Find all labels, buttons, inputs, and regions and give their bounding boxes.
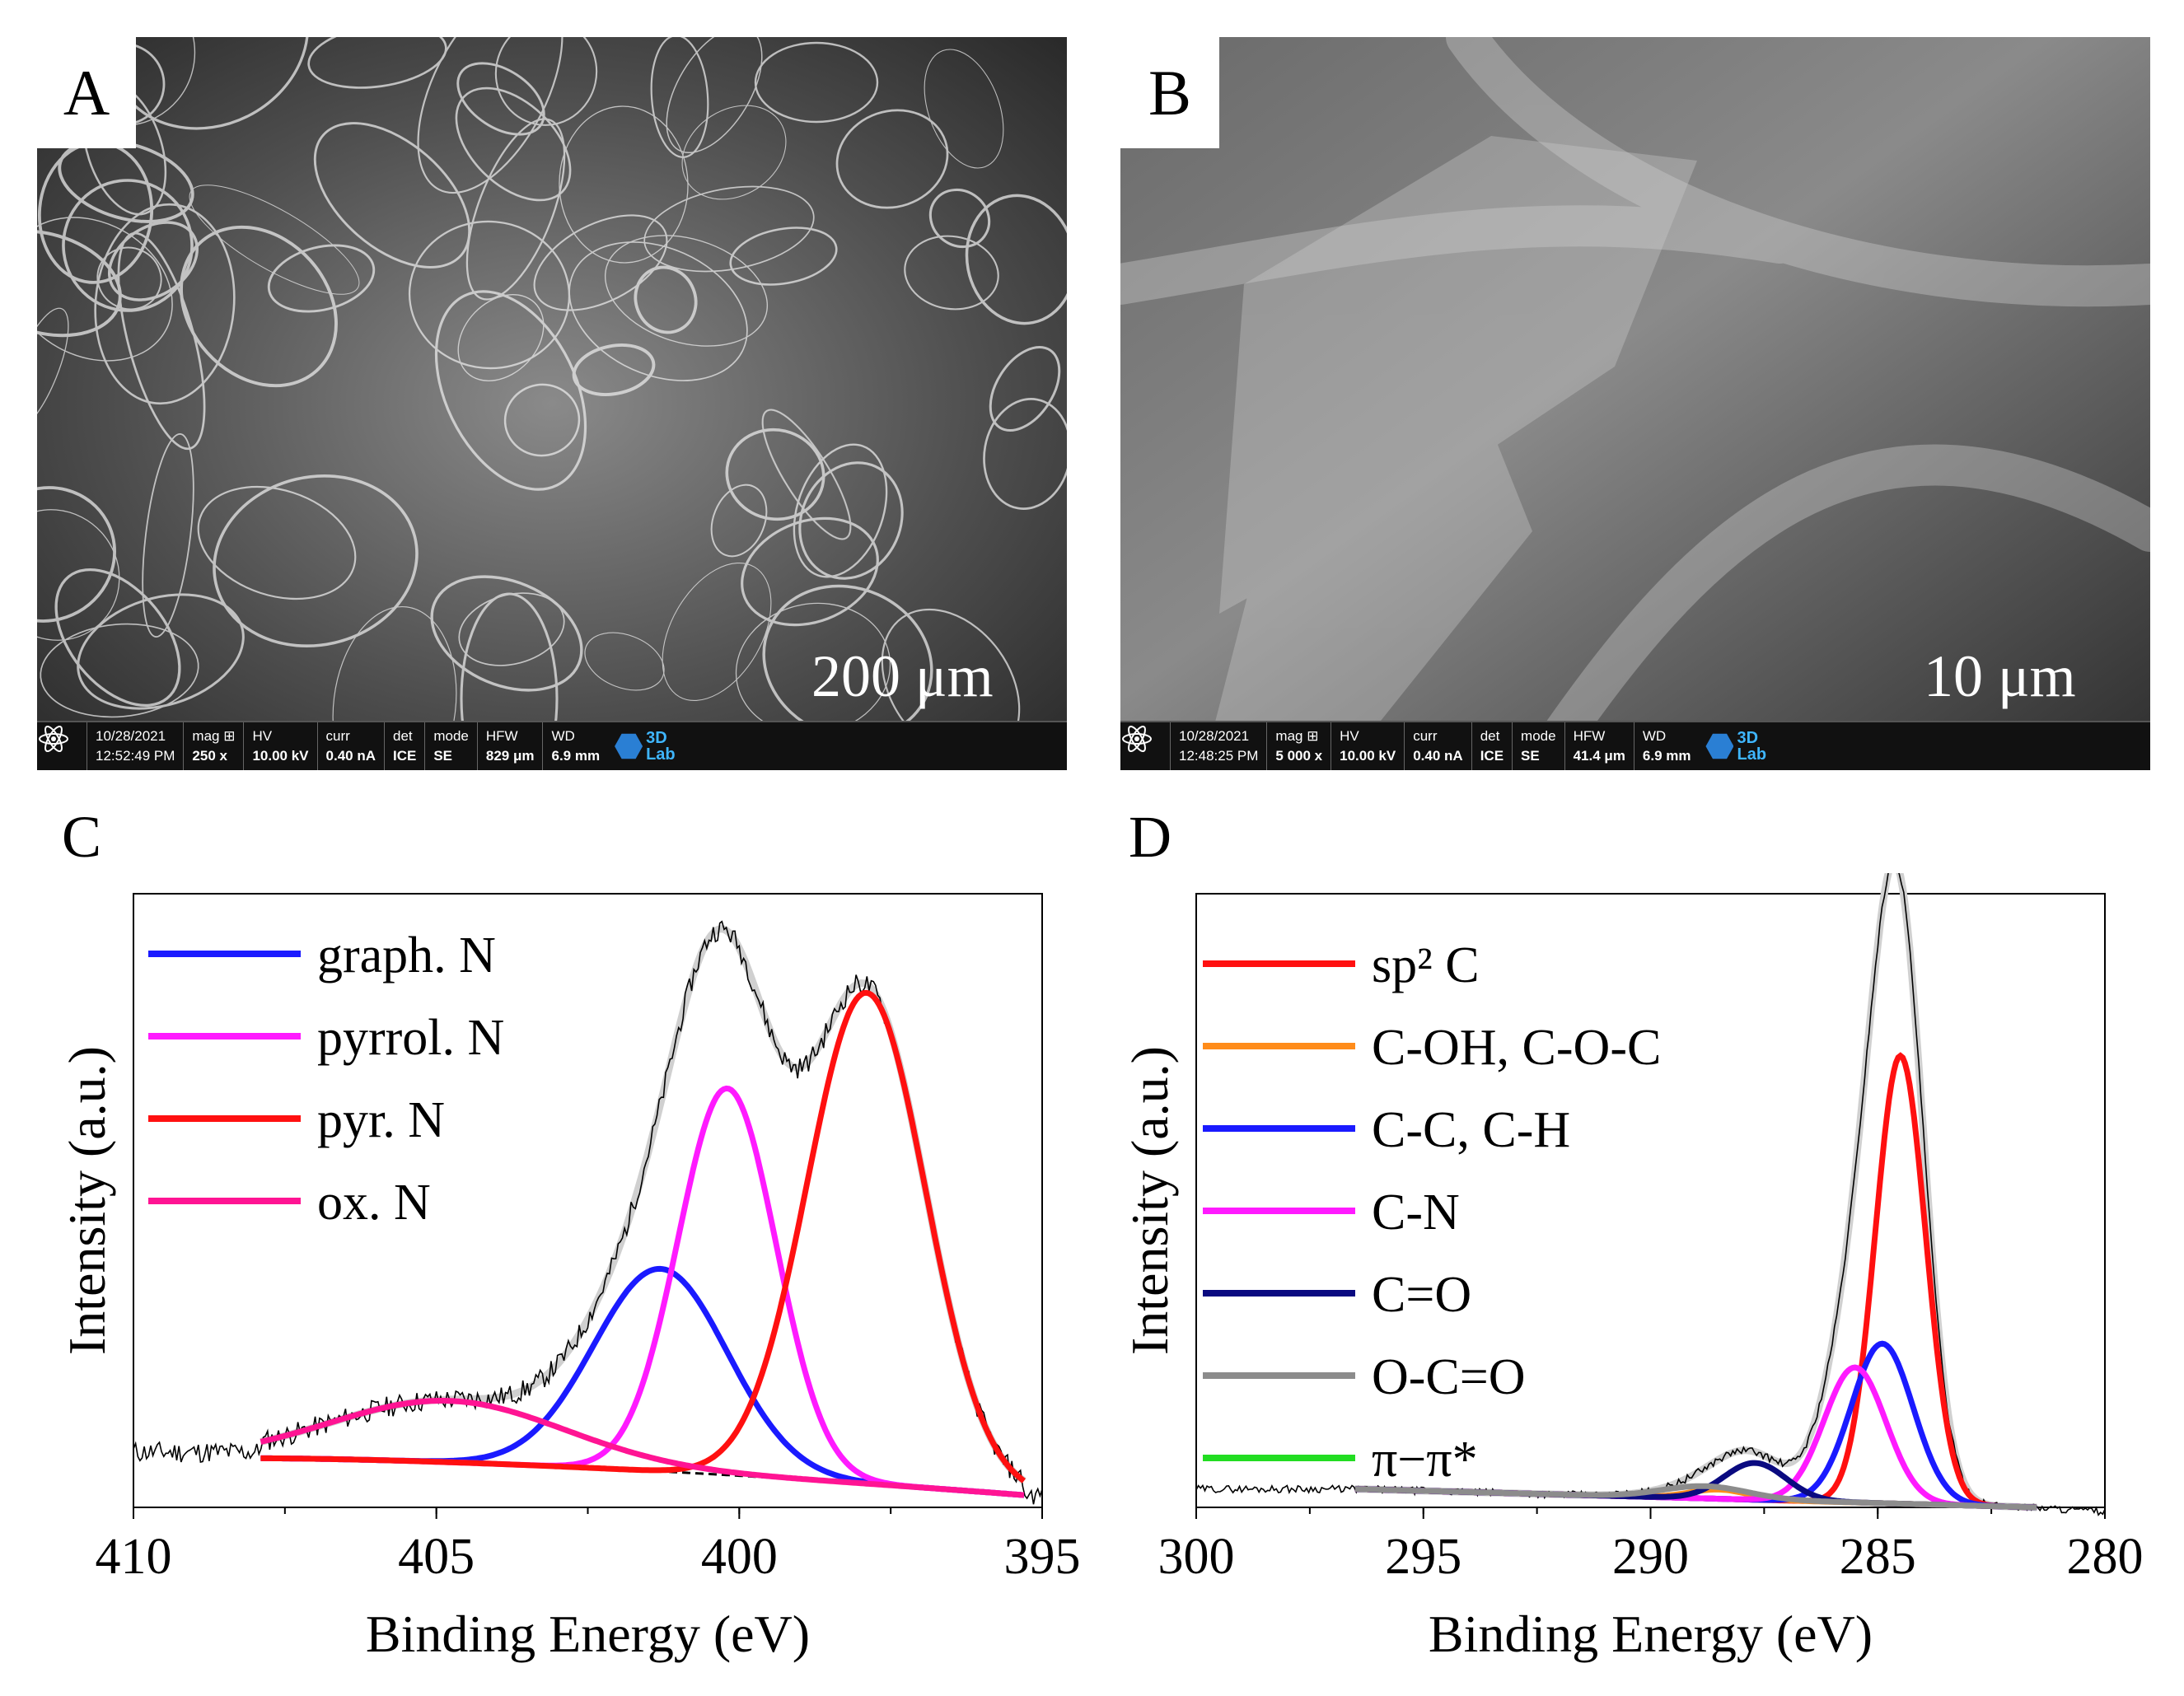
xps-chart-n1s: 410 405 400 395 Binding Energy (eV) Intensity…	[58, 893, 1081, 1663]
x-tick-label: 280	[2067, 1529, 2144, 1585]
legend-label-0: graph. N	[317, 927, 496, 983]
panel-letter-b: B	[1120, 37, 1219, 148]
databar-datetime: 10/28/2021 12:52:49 PM	[87, 722, 183, 770]
y-axis-label: Intensity (a.u.)	[58, 1046, 116, 1355]
databar-hfw: HFW 41.4 μm	[1564, 722, 1634, 770]
databar-hv: HV 10.00 kV	[1331, 722, 1404, 770]
legend-label-5: O-C=O	[1372, 1349, 1526, 1405]
panel-letter-a: A	[37, 37, 136, 148]
x-tick-label: 290	[1612, 1529, 1689, 1585]
x-tick-label: 395	[1004, 1529, 1081, 1585]
baseline-curve	[260, 1456, 1024, 1497]
legend-label-1: pyrrol. N	[317, 1010, 504, 1066]
legend-label-2: pyr. N	[317, 1092, 445, 1148]
y-axis-label: Intensity (a.u.)	[1120, 1046, 1179, 1355]
legend-label-6: π−π*	[1372, 1432, 1478, 1488]
legend-label-3: ox. N	[317, 1175, 431, 1231]
raw-data-curve	[133, 920, 1043, 1505]
component-curve-2	[260, 989, 1027, 1483]
databar-wd: WD 6.9 mm	[542, 722, 608, 770]
raw-data-curve	[1195, 873, 2106, 1516]
sem-image-a: A 200 μm 10/28/2021 12:52:49 PM mag ⊞ 250 …	[37, 37, 1067, 770]
x-tick-label: 410	[96, 1529, 172, 1585]
databar-det: det ICE	[384, 722, 424, 770]
databar-curr: curr 0.40 nA	[316, 722, 384, 770]
legend-label-3: C-N	[1372, 1184, 1460, 1240]
databar-hfw: HFW 829 μm	[476, 722, 543, 770]
scale-label-a: 200 μm	[811, 643, 994, 709]
x-axis-label: Binding Energy (eV)	[1429, 1605, 1873, 1663]
3d-lab-logo: 3D Lab	[1699, 722, 1773, 770]
x-tick-label: 285	[1840, 1529, 1916, 1585]
legend-label-4: C=O	[1372, 1267, 1471, 1323]
scale-label-b: 10 μm	[1924, 643, 2076, 709]
x-tick-label: 405	[398, 1529, 475, 1585]
panel-letter-c: C	[62, 804, 102, 870]
component-curve-5	[1354, 1483, 2037, 1511]
component-curve-1	[260, 1085, 1025, 1498]
sem-databar-b: 10/28/2021 12:48:25 PM mag ⊞ 5 000 x HV 10.…	[1120, 721, 2150, 770]
databar-mag: mag ⊞ 5 000 x	[1266, 722, 1331, 770]
x-axis-label: Binding Energy (eV)	[366, 1605, 810, 1663]
plot-frame	[1195, 893, 2106, 1508]
sem-texture-a	[37, 37, 1067, 770]
sem-texture-b	[1120, 37, 2150, 770]
databar-wd: WD 6.9 mm	[1633, 722, 1700, 770]
databar-hv: HV 10.00 kV	[243, 722, 316, 770]
sem-image-b: B 10 μm 10/28/2021 12:48:25 PM mag ⊞ 5 000…	[1120, 37, 2150, 770]
panel-letter-d: D	[1129, 804, 1172, 870]
databar-mag: mag ⊞ 250 x	[183, 722, 243, 770]
x-tick-label: 295	[1385, 1529, 1461, 1585]
databar-mode: mode SE	[1512, 722, 1564, 770]
atom-icon	[37, 722, 87, 770]
databar-curr: curr 0.40 nA	[1404, 722, 1471, 770]
legend-label-1: C-OH, C-O-C	[1372, 1020, 1661, 1076]
databar-mode: mode SE	[424, 722, 477, 770]
x-tick-label: 300	[1158, 1529, 1235, 1585]
atom-icon	[1120, 722, 1170, 770]
databar-det: det ICE	[1471, 722, 1512, 770]
xps-chart-c1s: 300 295 290 285 280 Binding Energy (eV) Intens…	[1120, 873, 2144, 1663]
component-curve-3	[260, 1398, 1025, 1498]
x-tick-label: 400	[701, 1529, 778, 1585]
legend-label-0: sp² C	[1372, 937, 1480, 993]
legend-label-2: C-C, C-H	[1372, 1102, 1570, 1158]
databar-datetime: 10/28/2021 12:48:25 PM	[1170, 722, 1266, 770]
3d-lab-logo: 3D Lab	[608, 722, 682, 770]
sem-databar-a: 10/28/2021 12:52:49 PM mag ⊞ 250 x HV 10.00…	[37, 721, 1067, 770]
